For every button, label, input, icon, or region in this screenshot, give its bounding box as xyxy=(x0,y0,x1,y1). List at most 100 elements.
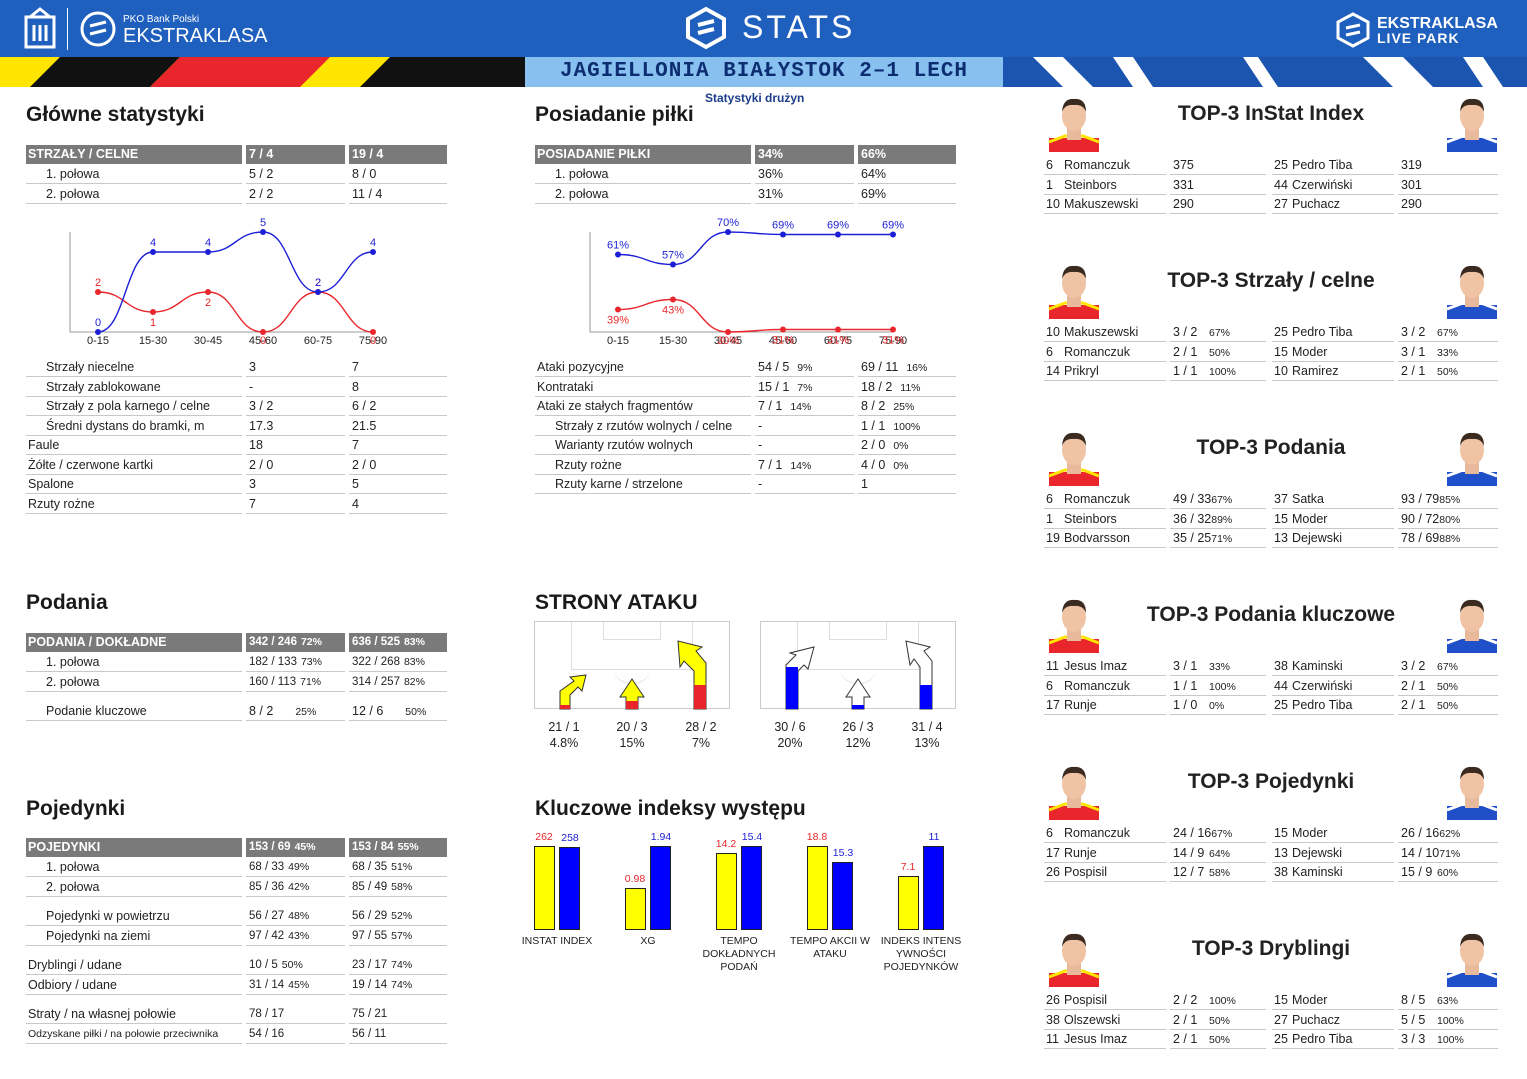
player-name: Kaminski xyxy=(1292,659,1343,673)
away-value-cell: 26 / 1662% xyxy=(1398,824,1498,843)
player-value: 1 / 1 xyxy=(1173,364,1198,378)
player-percent: 64% xyxy=(1209,847,1231,860)
stats-title: STATS xyxy=(742,9,856,45)
player-value: 2 / 1 xyxy=(1401,678,1426,693)
home-player-avatar-icon xyxy=(1048,432,1100,486)
x-tick-label: 0-15 xyxy=(87,335,109,347)
away-value: 18 / 2 xyxy=(861,379,893,394)
away-value: 314 / 257 xyxy=(352,676,400,688)
data-point xyxy=(260,329,266,335)
home-player-avatar-icon xyxy=(1048,766,1100,820)
match-band: JAGIELLONIA BIAŁYSTOK 2–1 LECH POZNAŃ xyxy=(0,57,1527,87)
home-value: 54 / 5 xyxy=(758,360,790,374)
attack-percent: 4.8% xyxy=(549,736,579,750)
player-number: 13 xyxy=(1274,845,1288,860)
top3-title: TOP-3 Podania xyxy=(1196,436,1346,459)
home-percent: 45% xyxy=(288,979,310,991)
data-point xyxy=(780,326,786,333)
away-value-cell: 5 / 5 100% xyxy=(1398,1011,1498,1030)
player-name: Romanczuk xyxy=(1064,158,1130,172)
data-label: 69% xyxy=(827,220,849,232)
data-point xyxy=(150,309,156,315)
player-name: Romanczuk xyxy=(1064,344,1130,359)
away-value: 75 / 21 xyxy=(352,1008,388,1020)
x-tick-label: 0-15 xyxy=(607,335,629,347)
row-label: Odbiory / udane xyxy=(26,976,242,995)
away-value: 1 xyxy=(861,477,868,491)
home-cell: 7 / 1 14% xyxy=(755,397,854,416)
player-number: 27 xyxy=(1274,197,1288,211)
kpi-bar-home xyxy=(625,887,646,930)
home-value-cell: 2 / 1 50% xyxy=(1170,1030,1266,1049)
player-number: 25 xyxy=(1274,158,1288,172)
player-value: 3 / 1 xyxy=(1401,344,1426,359)
away-attack-center: 26 / 3 12% xyxy=(828,719,888,751)
row-label: Odzyskane piłki / na połowie przeciwnika xyxy=(26,1025,242,1044)
away-cell: 69 / 11 16% xyxy=(858,358,956,377)
player-number: 38 xyxy=(1274,865,1288,879)
player-name: Jesus Imaz xyxy=(1064,659,1128,673)
home-percent: 73% xyxy=(300,656,322,668)
home-player-avatar-icon xyxy=(1048,599,1100,653)
player-percent: 50% xyxy=(1437,680,1459,693)
player-percent: 85% xyxy=(1439,494,1461,506)
top-bar: PKO Bank Polski EKSTRAKLASA STATS EKSTRA… xyxy=(0,0,1527,57)
x-tick-label: 45-60 xyxy=(249,335,277,347)
player-percent: 60% xyxy=(1437,867,1459,879)
away-value-cell: 8 / 5 63% xyxy=(1398,991,1498,1010)
home-player-avatar-icon xyxy=(1048,98,1100,152)
away-player-cell: 25 Pedro Tiba xyxy=(1272,696,1394,715)
kpi-bar-home xyxy=(716,852,737,930)
kpi-bar-home xyxy=(534,846,555,930)
player-percent: 50% xyxy=(1209,1034,1231,1046)
away-player-cell: 13 Dejewski xyxy=(1272,529,1394,548)
player-value: 35 / 25 xyxy=(1173,531,1212,545)
away-value-cell: 3 / 2 67% xyxy=(1398,657,1498,676)
home-attack-right: 28 / 2 7% xyxy=(671,719,731,751)
data-point xyxy=(725,329,731,335)
away-value: 12 / 6 xyxy=(352,704,384,718)
player-name: Steinbors xyxy=(1064,177,1117,192)
home-cell: 7 / 1 14% xyxy=(755,456,854,475)
attack-percent: 12% xyxy=(845,736,871,750)
home-cell: 54 / 16 xyxy=(246,1025,345,1044)
home-cell: 68 / 33 49% xyxy=(246,858,345,877)
home-percent: 48% xyxy=(288,910,310,922)
player-number: 1 xyxy=(1046,177,1053,192)
away-value: 85 / 49 xyxy=(352,881,388,893)
home-value: 7 / 1 xyxy=(758,457,783,472)
home-value: 15 / 1 xyxy=(758,379,790,394)
header-label: PODANIA / DOKŁADNE xyxy=(26,633,242,652)
data-label: 61% xyxy=(607,240,629,252)
home-value: - xyxy=(758,477,763,491)
pko-logo-icon xyxy=(24,7,56,49)
home-player-cell: 6 Romanczuk xyxy=(1044,343,1166,362)
top3-block: TOP-3 Dryblingi 26 Pospisil 2 / 2 100% 15 Mode… xyxy=(1040,923,1500,1079)
attack-count: 28 / 2 xyxy=(685,720,717,734)
away-value: 322 / 268 xyxy=(352,656,400,668)
away-player-avatar-icon xyxy=(1446,933,1498,987)
home-cell: 8 / 2 25% xyxy=(246,702,345,721)
player-percent: 71% xyxy=(1439,847,1461,860)
away-percent: 16% xyxy=(906,362,928,374)
home-value: 31 / 14 xyxy=(249,979,285,991)
player-value: 3 / 2 xyxy=(1173,325,1198,339)
player-percent: 58% xyxy=(1209,867,1231,879)
away-value: 8 xyxy=(349,378,447,397)
player-value: 2 / 1 xyxy=(1401,698,1426,712)
player-number: 25 xyxy=(1274,698,1288,712)
player-value: 15 / 9 xyxy=(1401,865,1433,879)
player-value: 319 xyxy=(1401,158,1422,172)
home-value-cell: 3 / 1 33% xyxy=(1170,657,1266,676)
away-player-cell: 25 Pedro Tiba xyxy=(1272,1030,1394,1049)
player-name: Moder xyxy=(1292,344,1328,359)
home-percent: 7% xyxy=(797,381,813,394)
away-percent: 11% xyxy=(900,381,921,394)
kpi-category-label: INSTAT INDEX xyxy=(521,935,593,947)
row-label: Ataki pozycyjne xyxy=(535,358,751,377)
away-value: 636 / 525 xyxy=(352,636,400,648)
data-label: 4 xyxy=(370,237,376,249)
player-percent: 0% xyxy=(1209,700,1225,712)
